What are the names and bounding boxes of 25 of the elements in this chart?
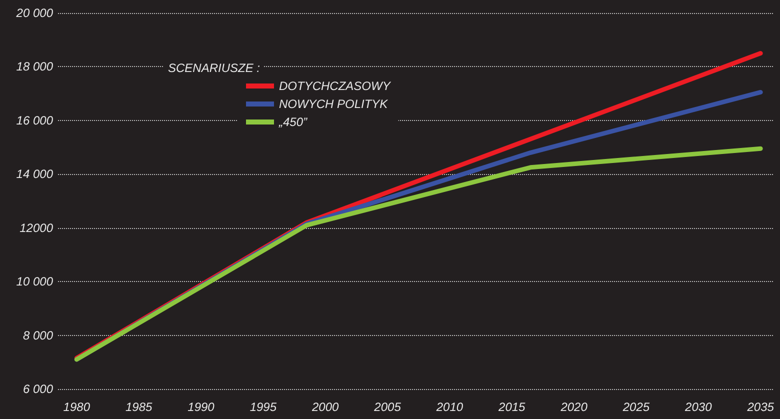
y-tick-label: 16 000: [16, 113, 54, 128]
x-tick-label: 2015: [498, 400, 526, 414]
x-tick-label: 2020: [560, 400, 588, 414]
legend-label: „450”: [278, 115, 308, 129]
y-tick-label: 18 000: [16, 60, 54, 74]
x-tick-label: 2030: [684, 400, 712, 414]
x-tick-label: 2000: [310, 400, 340, 414]
y-tick-label: 8 000: [22, 328, 54, 342]
y-tick-label: 10 000: [16, 274, 54, 289]
x-tick-label: 2025: [622, 400, 650, 414]
x-tick-label: 1980: [63, 400, 90, 414]
y-tick-label: 6 000: [22, 382, 54, 396]
line-series: [74, 146, 763, 362]
x-tick-label: 1985: [125, 400, 152, 414]
y-tick-label: 14 000: [16, 167, 54, 182]
legend-label: NOWYCH POLITYK: [279, 97, 389, 111]
x-tick-label: 1990: [188, 400, 215, 414]
x-tick-label: 1995: [250, 400, 277, 414]
y-tick-label: 20 000: [15, 6, 54, 20]
x-tick-label: 2005: [373, 400, 402, 414]
x-tick-label: 2010: [435, 400, 464, 414]
legend-title: SCENARIUSZE :: [168, 61, 260, 75]
x-tick-label: 2035: [746, 400, 774, 414]
legend-label: DOTYCHCZASOWY: [279, 79, 392, 93]
y-tick-label: 12000: [20, 220, 54, 235]
